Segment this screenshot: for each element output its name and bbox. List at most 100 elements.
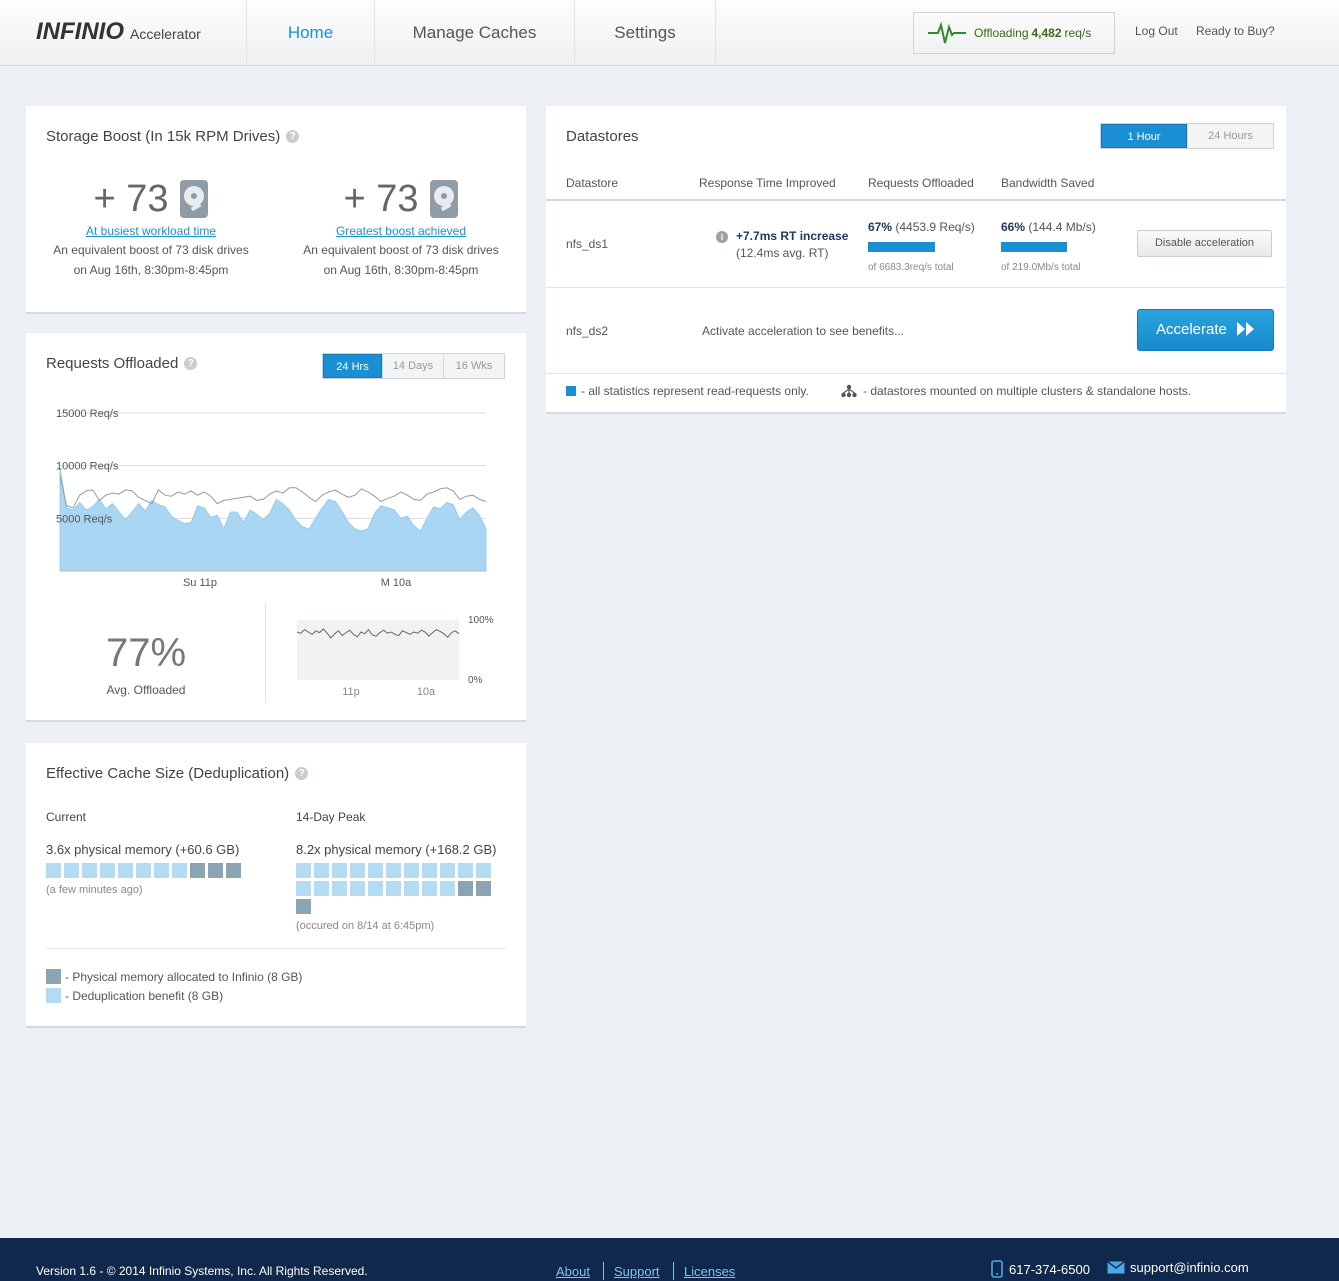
note-read-text: - all statistics represent read-requests… xyxy=(581,384,809,398)
physical-memory-block xyxy=(190,863,205,878)
requests-total: of 6683.3req/s total xyxy=(868,262,954,273)
offloading-status[interactable]: Offloading 4,482 req/s xyxy=(913,12,1115,54)
logout-link[interactable]: Log Out xyxy=(1135,24,1178,38)
legend-dedup: - Deduplication benefit (8 GB) xyxy=(46,988,223,1003)
physical-memory-block xyxy=(458,881,473,896)
disable-acceleration-button[interactable]: Disable acceleration xyxy=(1137,230,1272,257)
datastores-title: Datastores xyxy=(566,128,639,145)
datastore-name: nfs_ds1 xyxy=(566,237,609,251)
fast-forward-icon xyxy=(1237,322,1255,336)
cache-peak-value: 8.2x physical memory (+168.2 GB) xyxy=(296,842,497,857)
activate-message: Activate acceleration to see benefits... xyxy=(702,324,905,338)
legend-dedup-swatch xyxy=(46,988,61,1003)
mail-icon xyxy=(1107,1261,1125,1274)
footer-email[interactable]: support@infinio.com xyxy=(1107,1260,1249,1275)
bandwidth-total: of 219.0Mb/s total xyxy=(1001,262,1081,273)
physical-memory-block xyxy=(208,863,223,878)
range-24-hours[interactable]: 24 Hours xyxy=(1187,124,1273,148)
legend-physical-swatch xyxy=(46,969,61,984)
storage-boost-title: Storage Boost (In 15k RPM Drives) ? xyxy=(46,128,300,145)
range-24-hrs[interactable]: 24 Hrs xyxy=(323,354,382,378)
footer-support-link[interactable]: Support xyxy=(614,1264,660,1279)
storage-boost-title-text: Storage Boost (In 15k RPM Drives) xyxy=(46,128,281,145)
dedup-benefit-block xyxy=(46,863,61,878)
offloaded-percent-line xyxy=(296,628,460,639)
range-16-wks[interactable]: 16 Wks xyxy=(443,354,504,378)
datastores-panel: Datastores 1 Hour 24 Hours Datastore Res… xyxy=(546,106,1286,414)
sparkline-x-label: 10a xyxy=(417,686,436,698)
dedup-benefit-block xyxy=(154,863,169,878)
dedup-benefit-block xyxy=(440,863,455,878)
accelerate-label: Accelerate xyxy=(1155,321,1227,338)
range-1-hour[interactable]: 1 Hour xyxy=(1101,124,1187,148)
dedup-benefit-block xyxy=(296,881,311,896)
dedup-benefit-block xyxy=(404,881,419,896)
boost-busiest-desc-1: An equivalent boost of 73 disk drives xyxy=(53,243,249,257)
dedup-benefit-block xyxy=(136,863,151,878)
dedup-benefit-block xyxy=(386,881,401,896)
cache-size-panel: Effective Cache Size (Deduplication) ? C… xyxy=(26,743,526,1028)
info-icon[interactable]: i xyxy=(716,231,728,243)
legend-dedup-text: - Deduplication benefit (8 GB) xyxy=(65,988,224,1003)
bandwidth-saved-bar xyxy=(1001,242,1067,252)
footer-about-link[interactable]: About xyxy=(556,1264,590,1279)
dedup-benefit-block xyxy=(332,881,347,896)
dedup-benefit-block xyxy=(440,881,455,896)
bandwidth-saved-cell: 66% (144.4 Mb/s) xyxy=(1001,220,1096,234)
total-requests-line xyxy=(59,476,487,509)
requests-offloaded-title-text: Requests Offloaded xyxy=(46,355,179,372)
top-navigation-bar: INFINIO Accelerator Home Manage Caches S… xyxy=(0,0,1339,66)
dedup-benefit-block xyxy=(368,863,383,878)
sparkline-y-label: 100% xyxy=(468,615,494,626)
requests-offloaded-panel: Requests Offloaded ? 24 Hrs 14 Days 16 W… xyxy=(26,333,526,722)
nav-manage-caches[interactable]: Manage Caches xyxy=(374,0,574,65)
logo-wordmark: INFINIO xyxy=(36,18,124,45)
boost-greatest-number: + 73 xyxy=(343,177,419,220)
footer-phone-number: 617-374-6500 xyxy=(1009,1261,1090,1277)
footer-separator xyxy=(603,1262,604,1280)
boost-greatest: + 73 Greatest boost achieved An equivale… xyxy=(276,176,526,280)
help-icon[interactable]: ? xyxy=(286,130,300,143)
nav-home[interactable]: Home xyxy=(246,0,374,65)
dedup-benefit-block xyxy=(314,863,329,878)
range-14-days[interactable]: 14 Days xyxy=(382,354,443,378)
dedup-benefit-block xyxy=(332,863,347,878)
dedup-benefit-block xyxy=(118,863,133,878)
offloaded-area-series xyxy=(59,467,487,572)
datastores-range-selector: 1 Hour 24 Hours xyxy=(1100,123,1274,149)
cache-current-value: 3.6x physical memory (+60.6 GB) xyxy=(46,842,240,857)
boost-busiest: + 73 At busiest workload time An equival… xyxy=(26,176,276,280)
accelerate-button[interactable]: Accelerate xyxy=(1137,309,1274,351)
dedup-benefit-block xyxy=(314,881,329,896)
offloading-label: Offloading xyxy=(974,26,1029,40)
legend-physical: - Physical memory allocated to Infinio (… xyxy=(46,969,302,984)
cache-current-label: Current xyxy=(46,810,87,824)
hard-drive-icon xyxy=(429,180,458,218)
boost-greatest-desc-1: An equivalent boost of 73 disk drives xyxy=(303,243,499,257)
x-tick-label: M 10a xyxy=(381,577,412,589)
legend-physical-text: - Physical memory allocated to Infinio (… xyxy=(65,969,303,984)
footer-separator xyxy=(673,1262,674,1280)
nav-settings[interactable]: Settings xyxy=(574,0,716,65)
dedup-benefit-block xyxy=(404,863,419,878)
ready-to-buy-link[interactable]: Ready to Buy? xyxy=(1196,24,1275,38)
help-icon[interactable]: ? xyxy=(295,767,309,780)
infinio-logo[interactable]: INFINIO Accelerator xyxy=(36,18,201,48)
boost-greatest-desc-2: on Aug 16th, 8:30pm-8:45pm xyxy=(323,263,479,277)
y-tick-label: 5000 Req/s xyxy=(56,513,113,525)
avg-offloaded-label: Avg. Offloaded xyxy=(106,683,186,697)
sparkline-background xyxy=(297,620,459,680)
cache-current-note: (a few minutes ago) xyxy=(46,884,143,896)
cache-current-blocks xyxy=(46,863,246,881)
help-icon[interactable]: ? xyxy=(184,357,198,370)
hard-drive-icon xyxy=(179,180,208,218)
footer-licenses-link[interactable]: Licenses xyxy=(684,1264,736,1279)
requests-offloaded-cell: 67% (4453.9 Req/s) xyxy=(868,220,975,234)
dedup-benefit-block xyxy=(476,863,491,878)
greatest-boost-link[interactable]: Greatest boost achieved xyxy=(335,224,467,238)
multi-host-icon xyxy=(841,384,857,398)
offloaded-percent-sparkline: 100% 0% 11p 10a xyxy=(296,615,494,698)
busiest-workload-link[interactable]: At busiest workload time xyxy=(85,224,217,238)
column-requests-offloaded: Requests Offloaded xyxy=(868,176,974,190)
dedup-benefit-block xyxy=(350,881,365,896)
